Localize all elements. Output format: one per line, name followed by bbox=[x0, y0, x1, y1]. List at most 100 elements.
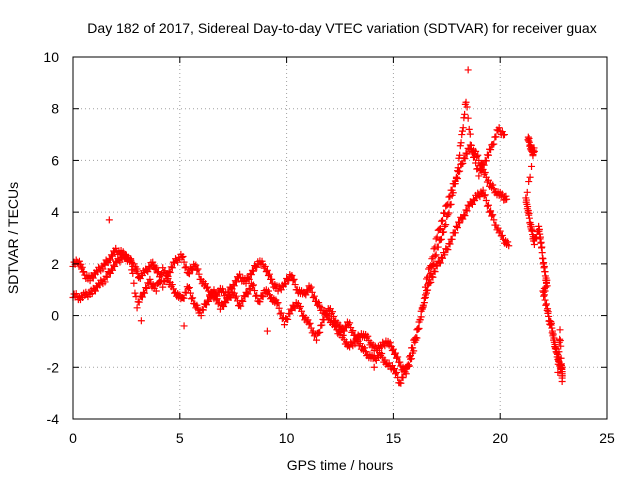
data-point bbox=[420, 294, 428, 302]
data-point bbox=[236, 270, 244, 278]
data-point bbox=[424, 273, 432, 281]
data-point bbox=[460, 211, 468, 219]
data-point bbox=[192, 261, 200, 269]
data-point bbox=[133, 304, 141, 312]
data-point bbox=[528, 162, 536, 170]
data-point bbox=[236, 301, 244, 309]
data-point bbox=[505, 242, 513, 250]
data-point bbox=[111, 262, 119, 270]
series-track-b bbox=[69, 186, 513, 387]
data-point bbox=[462, 206, 470, 214]
data-point bbox=[498, 231, 506, 239]
data-point bbox=[464, 114, 472, 122]
x-axis-label: GPS time / hours bbox=[287, 457, 394, 473]
data-point bbox=[244, 275, 252, 283]
data-point bbox=[542, 300, 550, 308]
data-point bbox=[451, 180, 459, 188]
data-point bbox=[430, 245, 438, 253]
data-point bbox=[323, 311, 331, 319]
data-point bbox=[180, 258, 188, 266]
data-point bbox=[429, 253, 437, 261]
data-point bbox=[133, 265, 141, 273]
data-point bbox=[105, 216, 113, 224]
data-point bbox=[542, 283, 550, 291]
data-point bbox=[130, 279, 138, 287]
data-point bbox=[143, 284, 151, 292]
data-point bbox=[530, 147, 538, 155]
grid bbox=[73, 57, 607, 419]
data-point bbox=[232, 278, 240, 286]
data-point bbox=[392, 349, 400, 357]
data-point bbox=[180, 294, 188, 302]
data-point bbox=[238, 296, 246, 304]
y-tick-label: -4 bbox=[47, 411, 60, 427]
data-point bbox=[470, 195, 477, 203]
data-point bbox=[386, 339, 394, 347]
data-point bbox=[456, 151, 464, 159]
data-point bbox=[500, 131, 508, 139]
data-point bbox=[456, 142, 464, 150]
data-point bbox=[389, 345, 397, 353]
data-point bbox=[306, 319, 314, 327]
data-point bbox=[361, 344, 369, 352]
data-point bbox=[149, 258, 157, 266]
data-point bbox=[441, 251, 449, 259]
y-tick-label: 8 bbox=[51, 101, 59, 117]
data-point bbox=[184, 269, 192, 277]
data-point bbox=[180, 322, 188, 330]
data-point bbox=[259, 293, 267, 301]
data-point bbox=[432, 235, 440, 243]
data-point bbox=[207, 293, 215, 301]
data-point bbox=[280, 321, 288, 329]
data-point bbox=[315, 299, 323, 307]
data-point bbox=[480, 192, 488, 200]
data-point bbox=[484, 201, 492, 209]
axis-ticks bbox=[72, 56, 608, 420]
data-point bbox=[156, 278, 164, 286]
data-point bbox=[556, 326, 564, 334]
data-point bbox=[245, 275, 253, 283]
data-point bbox=[436, 259, 444, 267]
data-point bbox=[433, 233, 441, 241]
data-point bbox=[248, 282, 256, 290]
data-point bbox=[244, 290, 252, 298]
data-point bbox=[205, 297, 213, 305]
data-point bbox=[168, 281, 176, 289]
data-point bbox=[445, 193, 453, 201]
data-point bbox=[189, 294, 197, 302]
y-tick-label: 0 bbox=[51, 308, 59, 324]
data-point bbox=[305, 320, 313, 328]
data-point bbox=[453, 175, 461, 183]
x-tick-label: 15 bbox=[386, 430, 402, 446]
data-point bbox=[137, 317, 145, 325]
data-point bbox=[488, 212, 496, 220]
chart-title: Day 182 of 2017, Sidereal Day-to-day VTE… bbox=[87, 20, 596, 36]
data-point bbox=[284, 315, 292, 323]
data-point bbox=[540, 291, 548, 299]
data-point bbox=[452, 222, 460, 230]
data-point bbox=[239, 297, 247, 305]
data-point bbox=[459, 159, 467, 167]
data-point bbox=[274, 299, 282, 307]
data-point bbox=[414, 325, 422, 332]
data-point bbox=[370, 363, 378, 371]
x-tick-label: 10 bbox=[279, 430, 295, 446]
data-point bbox=[164, 275, 172, 283]
data-point bbox=[479, 186, 487, 194]
data-point bbox=[529, 152, 537, 160]
data-point bbox=[472, 147, 480, 155]
data-point bbox=[541, 296, 549, 304]
data-point bbox=[341, 322, 349, 330]
data-point bbox=[558, 378, 566, 386]
data-point bbox=[392, 370, 400, 378]
data-point bbox=[536, 233, 544, 241]
data-point bbox=[318, 321, 326, 329]
data-point bbox=[141, 289, 149, 297]
data-point bbox=[303, 286, 311, 294]
data-point bbox=[167, 263, 175, 271]
x-tick-label: 20 bbox=[492, 430, 508, 446]
data-point bbox=[329, 308, 337, 316]
data-point bbox=[296, 303, 304, 311]
y-tick-labels: -4 -2 0 2 4 6 8 10 bbox=[43, 49, 59, 427]
data-point bbox=[439, 216, 447, 224]
